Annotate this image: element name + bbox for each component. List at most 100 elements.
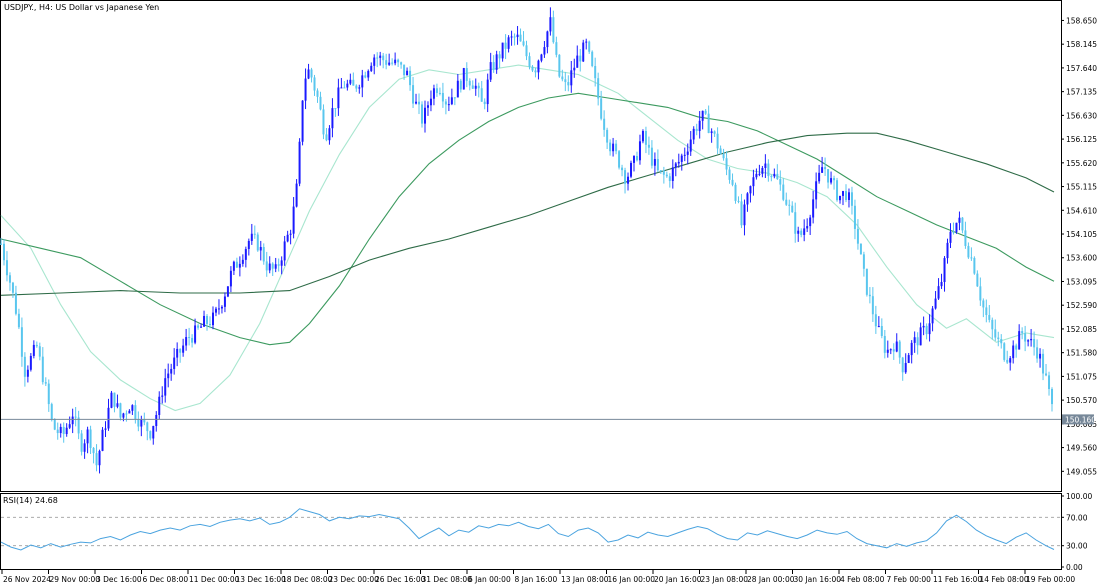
bull-candle	[495, 54, 498, 70]
bear-candle	[35, 344, 38, 347]
bear-candle	[662, 170, 665, 175]
time-tick-label: 11 Feb 16:00	[933, 575, 982, 584]
bear-candle	[20, 327, 23, 357]
bear-candle	[397, 59, 400, 63]
bear-candle	[5, 260, 8, 276]
bear-candle	[925, 325, 928, 335]
bull-candle	[1030, 338, 1033, 341]
bear-candle	[313, 77, 316, 91]
bull-candle	[806, 226, 809, 229]
bear-candle	[41, 356, 44, 383]
bull-candle	[214, 308, 217, 313]
bear-candle	[534, 70, 537, 73]
current-price-tag-bg	[1062, 414, 1094, 425]
bull-candle	[839, 195, 842, 201]
bull-candle	[304, 78, 307, 101]
bear-candle	[271, 263, 274, 269]
bear-candle	[862, 254, 865, 269]
bull-candle	[71, 416, 74, 425]
bull-candle	[830, 178, 833, 183]
bull-candle	[29, 355, 32, 370]
bull-candle	[68, 424, 71, 428]
bull-candle	[627, 176, 630, 184]
time-tick-label: 23 Dec 00:00	[329, 575, 380, 584]
bull-candle	[803, 228, 806, 235]
bear-candle	[722, 153, 725, 159]
bear-candle	[1033, 338, 1036, 348]
bear-candle	[1051, 389, 1054, 405]
bull-candle	[429, 98, 432, 106]
bear-candle	[80, 433, 83, 452]
bull-candle	[904, 362, 907, 373]
bear-candle	[92, 447, 95, 454]
bear-candle	[477, 85, 480, 89]
bull-candle	[346, 83, 349, 88]
bull-candle	[289, 233, 292, 235]
time-tick-label: 26 Dec 16:00	[375, 575, 426, 584]
bear-candle	[567, 82, 570, 86]
bull-candle	[955, 222, 958, 233]
bull-candle	[98, 450, 101, 466]
bear-candle	[558, 54, 561, 77]
bull-candle	[847, 192, 850, 200]
time-tick-label: 26 Nov 2024	[3, 575, 51, 584]
bear-candle	[970, 257, 973, 259]
bull-candle	[280, 260, 283, 266]
bull-candle	[331, 108, 334, 129]
bull-candle	[295, 183, 298, 207]
time-tick-label: 23 Jan 08:00	[701, 575, 749, 584]
bear-candle	[1042, 353, 1045, 374]
bear-candle	[883, 335, 886, 353]
bull-candle	[194, 325, 197, 343]
bull-candle	[226, 286, 229, 297]
bear-candle	[767, 163, 770, 177]
bear-candle	[113, 392, 116, 407]
bear-candle	[734, 184, 737, 201]
bull-candle	[340, 87, 343, 89]
bear-candle	[11, 282, 14, 293]
bull-candle	[886, 349, 889, 353]
bear-candle	[827, 169, 830, 183]
price-tick-label: 153.095	[1066, 277, 1097, 286]
bear-candle	[785, 199, 788, 205]
bear-candle	[418, 101, 421, 105]
bull-candle	[540, 54, 543, 61]
bull-candle	[895, 341, 898, 352]
bull-candle	[406, 70, 409, 76]
bear-candle	[498, 54, 501, 59]
bear-candle	[256, 234, 259, 251]
bull-candle	[259, 247, 262, 251]
bull-candle	[349, 79, 352, 84]
bear-candle	[525, 45, 528, 57]
bull-candle	[301, 100, 304, 142]
bull-candle	[749, 186, 752, 194]
bull-candle	[913, 337, 916, 343]
bear-candle	[62, 426, 65, 435]
bear-candle	[552, 17, 555, 43]
bull-candle	[26, 369, 29, 377]
price-tick-label: 153.600	[1066, 254, 1097, 263]
bull-candle	[946, 242, 949, 259]
bear-candle	[38, 346, 41, 357]
bear-candle	[459, 80, 462, 90]
bear-candle	[985, 307, 988, 316]
bear-candle	[325, 134, 328, 141]
bear-candle	[1045, 373, 1048, 376]
bear-candle	[624, 170, 627, 184]
bear-candle	[725, 158, 728, 170]
time-tick-label: 6 Jan 00:00	[468, 575, 511, 584]
rsi-tick-label: 100.00	[1066, 492, 1092, 501]
rsi-indicator: 100.00 70.00 30.00 0.00	[0, 492, 1092, 572]
time-tick-label: 13 Jan 08:00	[561, 575, 609, 584]
bull-candle	[337, 87, 340, 109]
bear-candle	[412, 85, 415, 104]
bull-candle	[940, 281, 943, 287]
bear-candle	[334, 108, 337, 110]
bull-candle	[543, 47, 546, 55]
time-tick-label: 6 Dec 08:00	[143, 575, 189, 584]
bear-candle	[56, 429, 59, 434]
bull-candle	[298, 141, 301, 184]
bear-candle	[579, 55, 582, 62]
bear-candle	[779, 179, 782, 185]
